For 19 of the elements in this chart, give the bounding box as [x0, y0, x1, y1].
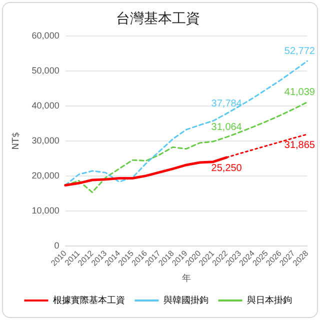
y-tick-label: 50,000 [32, 65, 60, 76]
y-tick-label: 60,000 [32, 30, 60, 40]
chart-title: 台灣基本工資 [116, 11, 200, 28]
data-label: 31,865 [284, 140, 316, 152]
legend-label: 與韓國掛鉤 [163, 294, 208, 306]
data-label: 52,772 [284, 46, 316, 57]
y-tick-label: 40,000 [32, 100, 60, 110]
data-label: 37,784 [211, 98, 242, 110]
y-axis-title: NT$ [12, 132, 22, 150]
y-tick-label: 20,000 [32, 170, 60, 180]
data-label: 31,064 [211, 122, 242, 133]
y-tick-label: 30,000 [32, 135, 60, 146]
legend-label: 與日本掛鉤 [246, 294, 292, 306]
data-label: 25,250 [211, 163, 242, 174]
x-axis-title: 年 [182, 272, 191, 284]
legend-label: 根據實際基本工資 [52, 294, 125, 306]
data-label: 41,039 [284, 86, 316, 98]
y-tick-label: 10,000 [32, 205, 60, 216]
y-tick-label: 0 [54, 240, 60, 250]
